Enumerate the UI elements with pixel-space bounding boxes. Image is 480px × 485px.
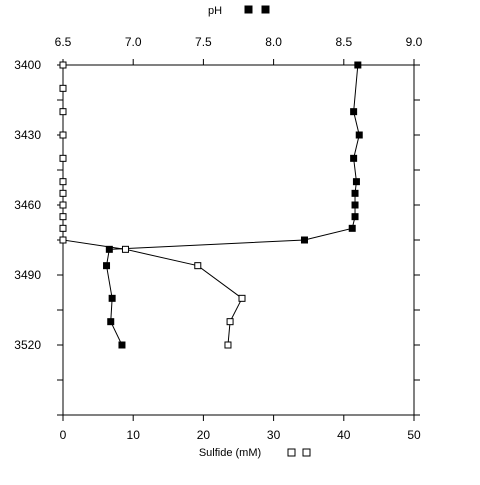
top-axis: 6.5 7.0 7.5 8.0 8.5 9.0 [55,35,423,65]
left-axis-tick-label: 3490 [14,268,41,282]
legend-sulfide-marker [302,448,311,457]
top-axis-title: pH [208,5,222,17]
top-axis-tick-label: 6.5 [55,35,72,49]
bottom-axis-tick-label: 20 [197,428,211,442]
ph-point [352,178,360,186]
ph-point [118,341,126,349]
sulfide-point [59,224,67,232]
left-axis-tick-label: 3460 [14,198,41,212]
left-axis-tick-label: 3430 [14,128,41,142]
top-axis-tick-label: 8.0 [265,35,282,49]
bottom-axis-tick-label: 40 [337,428,351,442]
ph-point [108,294,116,302]
right-axis [414,64,420,416]
ph-point [103,262,111,270]
sulfide-point [59,236,67,244]
ph-point [350,108,358,116]
top-axis-tick-label: 7.0 [125,35,142,49]
bottom-axis-tick-label: 30 [267,428,281,442]
legend-sulfide-marker [287,448,296,457]
sulfide-point [226,318,234,326]
sulfide-point [238,294,246,302]
sulfide-point [59,201,67,209]
sulfide-point [59,108,67,116]
legend-ph-marker [261,5,270,14]
sulfide-point [224,341,232,349]
sulfide-point [59,213,67,221]
top-axis-tick-label: 9.0 [406,35,423,49]
series-group [59,61,363,349]
sulfide-point [194,262,202,270]
bottom-axis-tick-label: 50 [407,428,421,442]
ph-point [355,131,363,139]
legend-ph-marker [244,5,253,14]
sulfide-point [59,154,67,162]
left-axis: 3400 3430 3460 3490 3520 [14,58,63,416]
sulfide-point [59,131,67,139]
bottom-axis-tick-label: 0 [60,428,67,442]
ph-point [351,201,359,209]
sulfide-point [121,245,129,253]
ph-point [351,213,359,221]
left-axis-tick-label: 3520 [14,338,41,352]
sulfide-point [59,178,67,186]
bottom-axis: 0 10 20 30 40 50 [60,415,421,442]
ph-point [105,245,113,253]
ph-point [354,61,362,69]
top-axis-tick-label: 7.5 [195,35,212,49]
ph-point [348,224,356,232]
top-axis-tick-label: 8.5 [335,35,352,49]
sulfide-point [59,189,67,197]
sulfide-point [59,84,67,92]
series-ph [103,61,363,349]
bottom-axis-title: Sulfide (mM) [199,447,261,459]
series-line [62,65,243,346]
ph-point [107,318,115,326]
ph-point [300,236,308,244]
ph-point [351,189,359,197]
left-axis-tick-label: 3400 [14,58,41,72]
bottom-axis-tick-label: 10 [127,428,141,442]
series-sulfide [59,61,246,349]
legend [244,5,311,457]
ph-point [350,154,358,162]
sulfide-point [59,61,67,69]
